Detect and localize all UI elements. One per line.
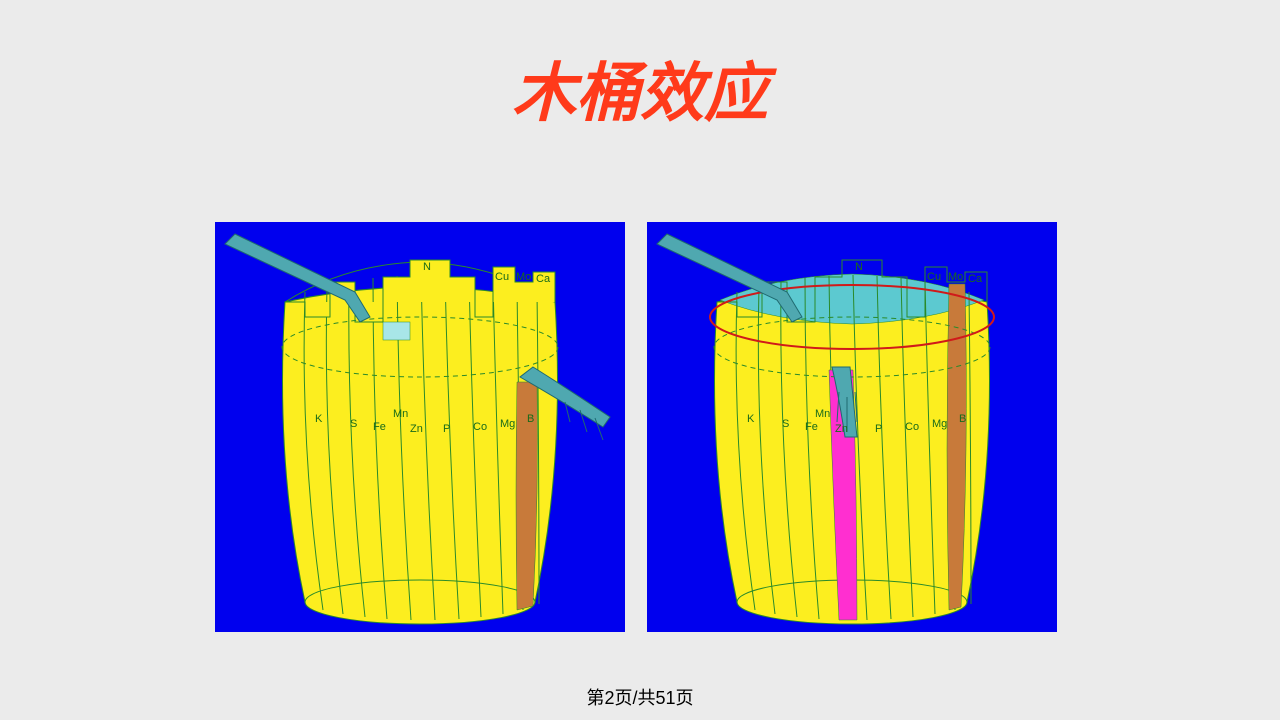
water-patch: [383, 322, 410, 340]
label-b: B: [527, 413, 534, 425]
label-ca-r: Ca: [968, 273, 983, 285]
label-s: S: [350, 418, 357, 430]
label-mg: Mg: [500, 418, 515, 430]
label-fe: Fe: [373, 421, 386, 433]
slide: 木桶效应: [0, 0, 1280, 720]
label-b-r: B: [959, 413, 966, 425]
label-mo-r: Mo: [948, 271, 963, 283]
panels-row: N Cu Mo Ca K S Fe Mn Zn P Co Mg B: [215, 222, 1057, 632]
panel-left: N Cu Mo Ca K S Fe Mn Zn P Co Mg B: [215, 222, 625, 632]
label-n-r: N: [855, 261, 863, 273]
label-p-r: P: [875, 423, 882, 435]
label-k: K: [315, 413, 323, 425]
page-footer: 第2页/共51页: [0, 684, 1280, 710]
label-mn: Mn: [393, 408, 408, 420]
barrel-right-svg: N Cu Mo Ca K S Fe Mn Zn P Co Mg B: [647, 222, 1057, 632]
label-zn: Zn: [410, 423, 423, 435]
label-p: P: [443, 423, 450, 435]
panel-right: N Cu Mo Ca K S Fe Mn Zn P Co Mg B: [647, 222, 1057, 632]
label-cu-r: Cu: [927, 271, 941, 283]
label-zn-r: Zn: [835, 423, 848, 435]
label-mn-r: Mn: [815, 408, 830, 420]
label-co-r: Co: [905, 421, 919, 433]
label-ca: Ca: [536, 273, 551, 285]
slide-title: 木桶效应: [0, 42, 1280, 134]
label-fe-r: Fe: [805, 421, 818, 433]
label-n: N: [423, 261, 431, 273]
label-k-r: K: [747, 413, 755, 425]
label-co: Co: [473, 421, 487, 433]
label-cu: Cu: [495, 271, 509, 283]
label-mg-r: Mg: [932, 418, 947, 430]
label-mo: Mo: [516, 271, 531, 283]
label-s-r: S: [782, 418, 789, 430]
barrel-left-svg: N Cu Mo Ca K S Fe Mn Zn P Co Mg B: [215, 222, 625, 632]
